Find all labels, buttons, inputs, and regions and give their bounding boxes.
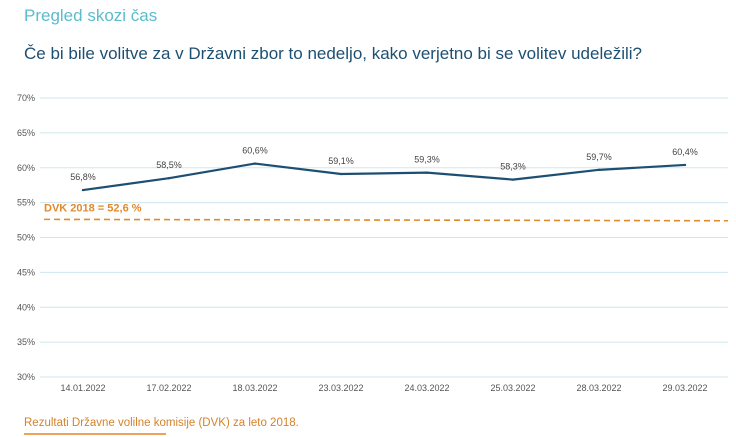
x-tick-label: 14.01.2022 bbox=[60, 383, 105, 393]
x-tick-label: 17.02.2022 bbox=[146, 383, 191, 393]
y-tick-label: 45% bbox=[17, 267, 35, 277]
data-label: 58,5% bbox=[156, 160, 182, 170]
line-chart: 30% 35% 40% 45% 50% 55% 60% 65% 70% 14.01.2022 17.… bbox=[17, 93, 729, 393]
x-tick-label: 25.03.2022 bbox=[490, 383, 535, 393]
y-tick-label: 30% bbox=[17, 372, 35, 382]
data-label: 56,8% bbox=[70, 172, 96, 182]
data-point bbox=[253, 162, 257, 165]
data-point bbox=[339, 172, 343, 176]
data-label: 60,6% bbox=[242, 146, 268, 156]
data-point bbox=[81, 188, 85, 192]
data-point bbox=[683, 163, 687, 167]
reference-line bbox=[43, 218, 729, 222]
x-tick-label: 23.03.2022 bbox=[318, 383, 363, 393]
y-tick-label: 70% bbox=[17, 93, 35, 103]
y-tick-label: 55% bbox=[17, 198, 35, 208]
data-label: 59,3% bbox=[414, 155, 440, 165]
y-tick-label: 35% bbox=[17, 337, 35, 347]
data-label: 59,7% bbox=[586, 152, 612, 162]
x-tick-label: 24.03.2022 bbox=[404, 383, 449, 393]
reference-label: DVK 2018 = 52,6 % bbox=[44, 202, 142, 214]
y-tick-label: 60% bbox=[17, 163, 35, 173]
x-tick-label: 28.03.2022 bbox=[576, 383, 621, 393]
series-line bbox=[82, 162, 686, 192]
data-point bbox=[597, 168, 601, 172]
y-tick-label: 65% bbox=[17, 128, 35, 138]
footnote: Rezultati Državne volilne komisije (DVK)… bbox=[24, 417, 299, 429]
data-label: 59,1% bbox=[328, 156, 354, 166]
x-tick-label: 29.03.2022 bbox=[662, 383, 707, 393]
section-title: Pregled skozi čas bbox=[24, 6, 158, 25]
footnote-underline bbox=[24, 433, 166, 435]
data-label: 60,4% bbox=[672, 147, 698, 157]
data-point bbox=[167, 177, 171, 180]
chart-question-title: Če bi bile volitve za v Državni zbor to … bbox=[24, 44, 642, 63]
data-point bbox=[425, 171, 429, 174]
data-point bbox=[511, 178, 515, 181]
data-label: 58,3% bbox=[500, 162, 526, 172]
y-tick-label: 50% bbox=[17, 233, 35, 243]
y-tick-label: 40% bbox=[17, 302, 35, 312]
x-tick-label: 18.03.2022 bbox=[232, 383, 277, 393]
